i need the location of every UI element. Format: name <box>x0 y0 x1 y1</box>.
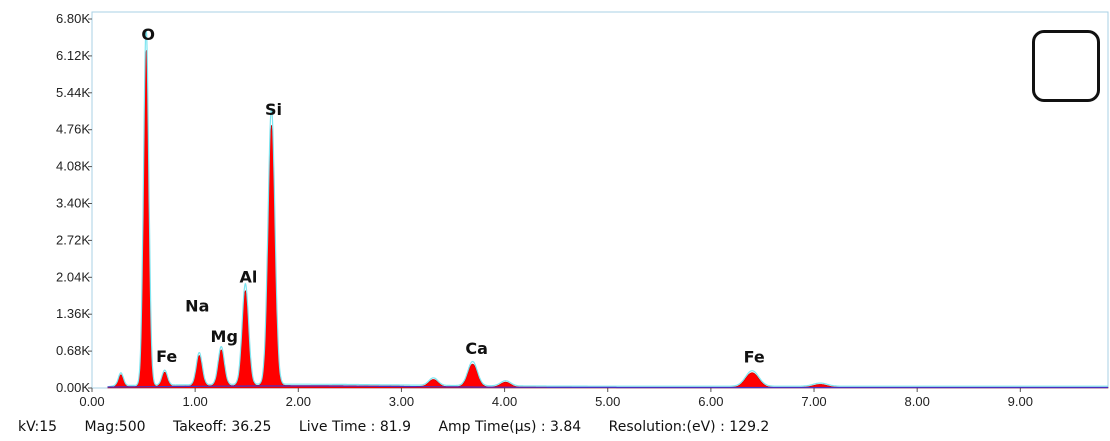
peak-label-ca: Ca <box>465 339 488 358</box>
y-tick-label: 2.72K <box>56 232 90 247</box>
amp-time-value: Amp Time(µs) : 3.84 <box>438 419 582 435</box>
x-tick-label: 3.00 <box>389 394 414 409</box>
y-tick-label: 1.36K <box>56 306 90 321</box>
y-tick-label: 0.68K <box>56 343 90 358</box>
x-tick-label: 8.00 <box>905 394 930 409</box>
x-axis: 0.00 1.00 2.00 3.00 4.00 5.00 6.00 7.00 8.00 9.00 <box>79 388 1033 409</box>
takeoff-value: Takeoff: 36.25 <box>172 419 272 435</box>
x-tick-label: 7.00 <box>801 394 826 409</box>
peak-label-si: Si <box>265 100 282 119</box>
kv-value: kV:15 <box>18 419 58 435</box>
y-tick-label: 4.76K <box>56 122 90 137</box>
mag-value: Mag:500 <box>84 419 146 435</box>
x-tick-label: 0.00 <box>79 394 104 409</box>
acquisition-info-bar: kV:15 Mag:500 Takeoff: 36.25 Live Time :… <box>18 419 792 435</box>
peak-label-mg: Mg <box>211 327 238 346</box>
peak-label-fe: Fe <box>156 347 177 366</box>
y-tick-label: 6.80K <box>56 11 90 26</box>
x-tick-label: 9.00 <box>1008 394 1033 409</box>
x-tick-label: 1.00 <box>182 394 207 409</box>
y-tick-label: 0.00K <box>56 380 90 395</box>
peak-label-fe: Fe <box>744 348 765 367</box>
live-time-value: Live Time : 81.9 <box>298 419 412 435</box>
y-tick-label: 4.08K <box>56 159 90 174</box>
y-tick-label: 3.40K <box>56 196 90 211</box>
y-tick-label: 2.04K <box>56 269 90 284</box>
x-tick-label: 4.00 <box>492 394 517 409</box>
peak-label-al: Al <box>239 268 257 287</box>
spectrum-envelope-line <box>107 28 1108 388</box>
x-tick-label: 6.00 <box>698 394 723 409</box>
background-baseline <box>107 385 1108 389</box>
x-tick-label: 2.00 <box>286 394 311 409</box>
peak-label-o: O <box>141 25 155 44</box>
plot-frame <box>91 11 1109 389</box>
resolution-value: Resolution:(eV) : 129.2 <box>608 419 770 435</box>
x-tick-label: 5.00 <box>595 394 620 409</box>
spectrum-chart: 0.00K 0.68K 1.36K 2.04K 2.72K 3.40K 4.08K 4.76K… <box>56 11 1109 409</box>
y-tick-label: 6.12K <box>56 48 90 63</box>
y-tick-label: 5.44K <box>56 85 90 100</box>
square-toggle-button[interactable] <box>1032 30 1100 102</box>
peak-label-na: Na <box>185 297 209 316</box>
y-axis: 0.00K 0.68K 1.36K 2.04K 2.72K 3.40K 4.08K 4.76K… <box>56 11 92 395</box>
